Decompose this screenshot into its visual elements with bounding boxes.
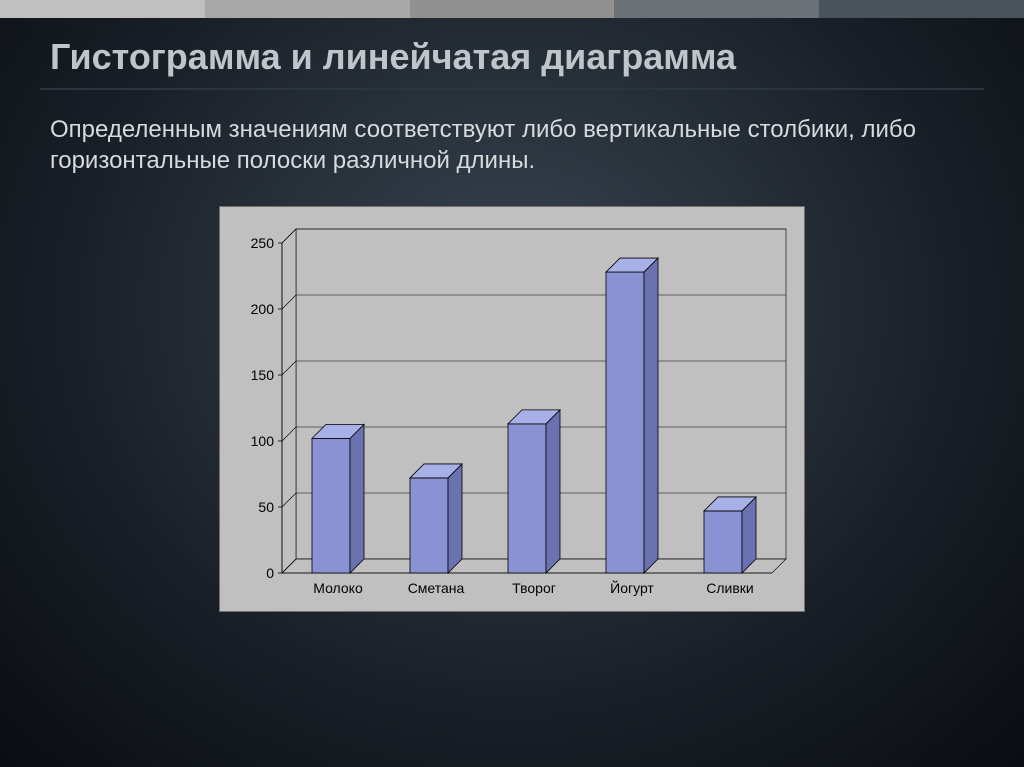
svg-text:250: 250 — [251, 235, 275, 251]
title-bar: Гистограмма и линейчатая диаграмма — [0, 18, 1024, 88]
svg-text:50: 50 — [258, 499, 274, 515]
svg-text:150: 150 — [251, 367, 275, 383]
svg-text:200: 200 — [251, 301, 275, 317]
svg-text:0: 0 — [266, 565, 274, 581]
svg-text:100: 100 — [251, 433, 275, 449]
svg-text:Молоко: Молоко — [313, 580, 363, 596]
svg-text:Сметана: Сметана — [408, 580, 465, 596]
bar-chart-panel: 0 50 100 150 200 250 Молоко Сметана Творог Йогурт… — [219, 206, 805, 612]
slide-description: Определенным значениям соответствуют либ… — [0, 90, 1024, 186]
slide-title: Гистограмма и линейчатая диаграмма — [50, 36, 974, 78]
bar-chart-svg: 0 50 100 150 200 250 Молоко Сметана Творог Йогурт… — [232, 219, 792, 599]
svg-text:Йогурт: Йогурт — [610, 579, 654, 596]
svg-text:Сливки: Сливки — [706, 580, 753, 596]
decorative-top-strip — [0, 0, 1024, 18]
svg-text:Творог: Творог — [512, 580, 556, 596]
